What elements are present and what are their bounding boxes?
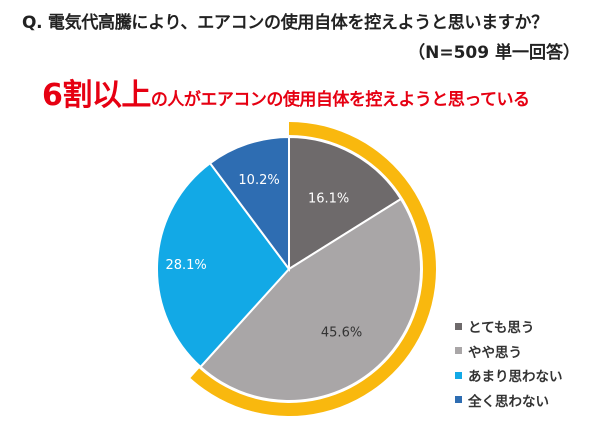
pie-slice <box>288 135 403 271</box>
slice-value-label: 16.1% <box>308 191 349 206</box>
slice-value-label: 10.2% <box>238 173 279 188</box>
legend-swatch <box>455 396 462 404</box>
legend-label: やや思う <box>468 344 522 361</box>
pie-slice <box>199 197 422 402</box>
highlight-ring <box>190 122 437 416</box>
legend-label: 全く思わない <box>468 393 549 410</box>
legend-item-not-much: あまり思わない <box>455 363 563 388</box>
headline-emphasis: 6割以上 <box>42 78 151 113</box>
legend-swatch <box>455 371 462 379</box>
pie-slices <box>156 135 422 402</box>
pie-slice <box>208 135 290 273</box>
slice-value-label: 45.6% <box>321 326 362 341</box>
legend-item-somewhat: やや思う <box>455 339 563 364</box>
sample-size-note: （N=509 単一回答） <box>408 43 580 63</box>
pie-slice <box>156 161 291 369</box>
headline: 6割以上の人がエアコンの使用自体を控えようと思っている <box>42 70 530 114</box>
legend-item-very-much: とても思う <box>455 314 563 339</box>
legend: とても思う やや思う あまり思わない 全く思わない <box>455 314 563 412</box>
question-text: Q. 電気代高騰により、エアコンの使用自体を控えようと思いますか？ <box>22 13 548 33</box>
legend-label: とても思う <box>468 320 535 337</box>
legend-item-not-at-all: 全く思わない <box>455 388 563 413</box>
legend-swatch <box>455 322 462 330</box>
slice-value-label: 28.1% <box>165 258 206 273</box>
highlight-arc <box>190 122 437 416</box>
headline-rest: の人がエアコンの使用自体を控えようと思っている <box>150 90 530 110</box>
legend-label: あまり思わない <box>468 369 563 386</box>
pie-labels: 16.1% 45.6% 28.1% 10.2% <box>165 173 362 341</box>
legend-swatch <box>455 347 462 355</box>
